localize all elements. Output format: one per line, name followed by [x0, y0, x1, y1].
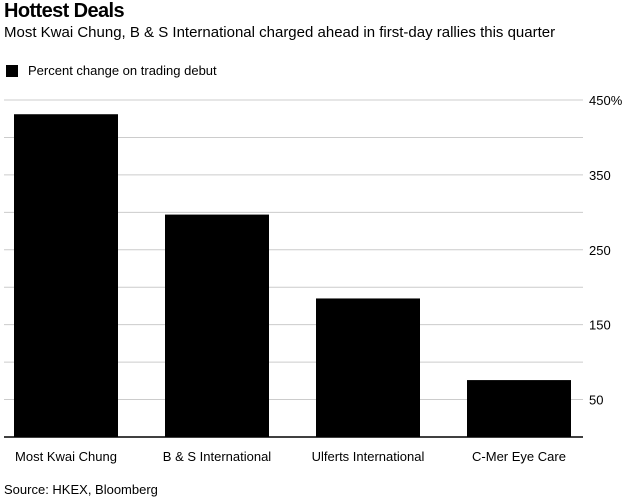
- chart-subtitle: Most Kwai Chung, B & S International cha…: [4, 24, 556, 41]
- x-tick-label: Most Kwai Chung: [15, 449, 117, 464]
- bar: [316, 298, 420, 437]
- source-note: Source: HKEX, Bloomberg: [4, 482, 158, 497]
- legend-label: Percent change on trading debut: [28, 63, 217, 78]
- y-tick-label: 450%: [589, 93, 623, 108]
- y-tick-label: 250: [589, 243, 611, 258]
- y-tick-label: 350: [589, 168, 611, 183]
- bar: [467, 380, 571, 437]
- x-tick-label: Ulferts International: [312, 449, 425, 464]
- y-tick-label: 150: [589, 318, 611, 333]
- legend: Percent change on trading debut: [4, 63, 217, 78]
- legend-swatch: [6, 64, 18, 77]
- y-tick-label: 50: [589, 393, 603, 408]
- chart-title: Hottest Deals: [4, 0, 125, 22]
- bar: [165, 214, 269, 437]
- bar: [14, 114, 118, 438]
- x-tick-label: C-Mer Eye Care: [472, 449, 566, 464]
- x-tick-label: B & S International: [163, 449, 272, 464]
